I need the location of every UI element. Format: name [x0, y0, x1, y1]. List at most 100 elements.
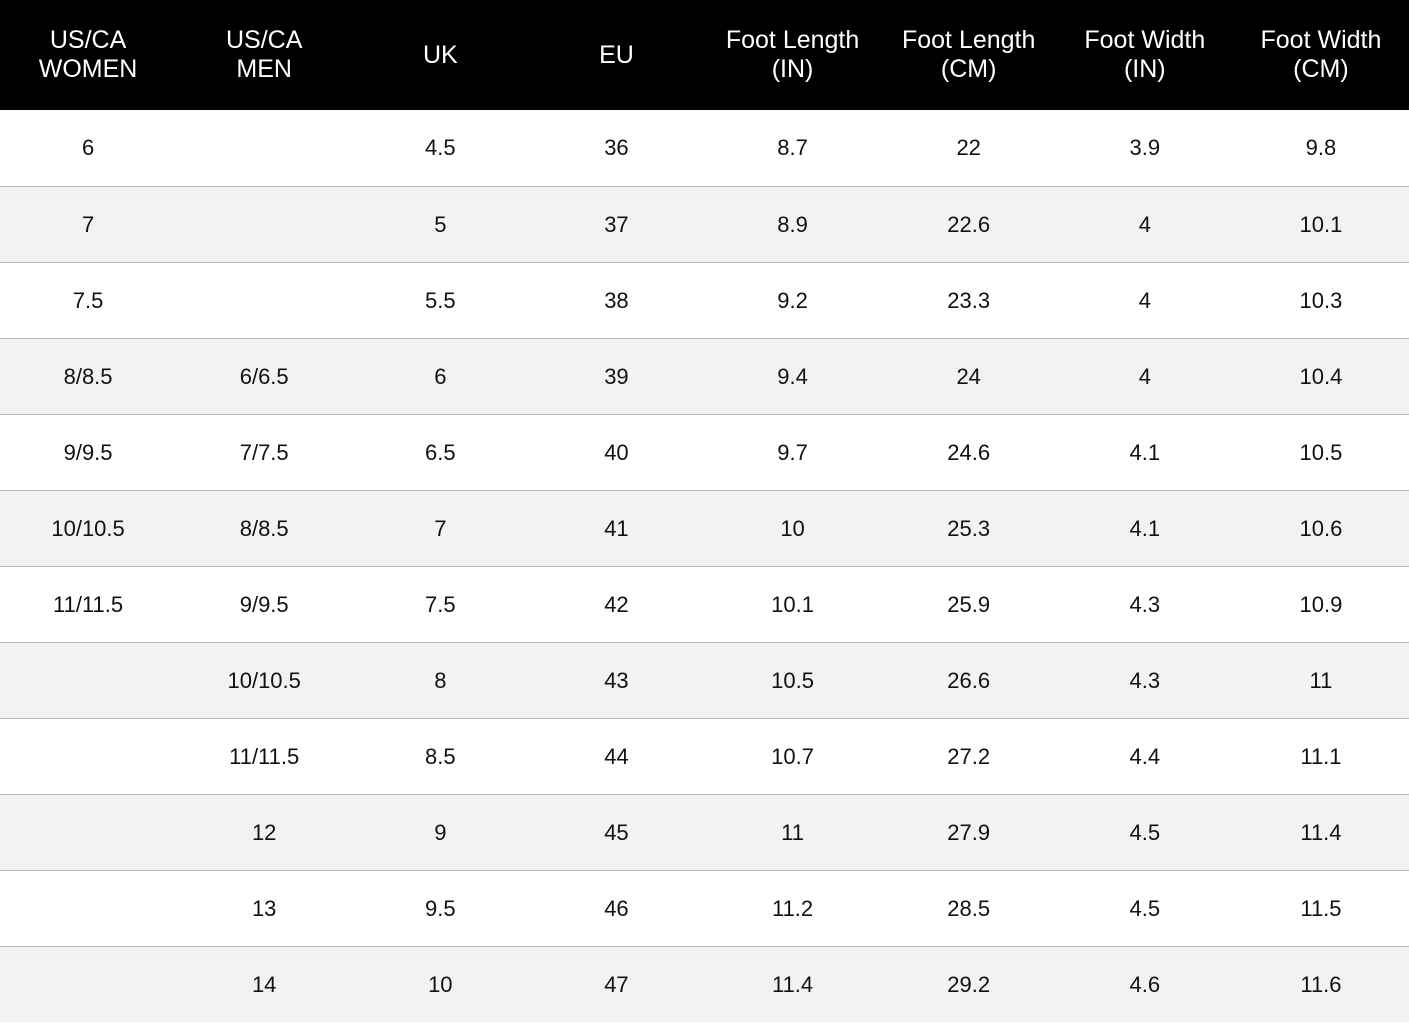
table-cell: 10.3: [1232, 262, 1409, 339]
table-row: 7.5 5.5 38 9.2 23.3 4 10.3: [0, 262, 1409, 339]
table-cell: 46: [528, 870, 705, 947]
header-cell: UK: [352, 0, 529, 110]
table-cell: 23.3: [880, 262, 1057, 339]
table-cell: 9.8: [1305, 135, 1337, 160]
table-cell: 7.5: [0, 262, 177, 339]
table-cell: [0, 946, 177, 1022]
table-cell: 43: [528, 642, 705, 719]
table-cell: [0, 642, 177, 719]
table-cell: 9.4: [704, 338, 881, 415]
table-cell: 24.6: [880, 414, 1057, 491]
table-cell: [0, 870, 177, 947]
table-body: 6 4.5 36 8.7 22 3.9 9.8 7 5 37 8.9 22.6 4 10.1 7.5 5.5 3…: [0, 110, 1409, 1022]
table-cell: 7: [0, 186, 177, 263]
table-row: 10/10.5 8/8.5 7 41 10 25.3 4.1 10.6: [0, 490, 1409, 567]
table-row: 9/9.5 7/7.5 6.5 40 9.7 24.6 4.1 10.5: [0, 414, 1409, 491]
header-text: MEN: [236, 55, 292, 83]
table-cell: 27.2: [880, 718, 1057, 795]
table-cell: 4.5: [1056, 870, 1233, 947]
header-text: Foot Width: [1084, 26, 1206, 54]
header-cell: US/CA MEN: [176, 0, 353, 110]
table-row: 11/11.5 9/9.5 7.5 42 10.1 25.9 4.3 10.9: [0, 566, 1409, 643]
table-cell: 28.5: [880, 870, 1057, 947]
table-cell: 36: [604, 135, 629, 160]
table-cell: [176, 186, 353, 263]
table-cell: 10: [352, 946, 529, 1022]
table-cell: [176, 262, 353, 339]
table-cell: 10.9: [1232, 566, 1409, 643]
table-cell: 10/10.5: [176, 642, 353, 719]
table-cell: 5.5: [352, 262, 529, 339]
table-cell: 27.9: [880, 794, 1057, 871]
table-cell: 38: [528, 262, 705, 339]
table-cell: 7: [352, 490, 529, 567]
header-cell: Foot Length (IN): [704, 0, 881, 110]
table-cell: 24: [880, 338, 1057, 415]
table-cell: 9.2: [704, 262, 881, 339]
table-cell: 4.1: [1056, 490, 1233, 567]
header-text: Foot Length: [725, 26, 860, 54]
table-cell: 10.6: [1232, 490, 1409, 567]
table-cell: 8: [352, 642, 529, 719]
table-row: 7 5 37 8.9 22.6 4 10.1: [0, 186, 1409, 263]
table-cell: 10.4: [1232, 338, 1409, 415]
table-cell: 9/9.5: [176, 566, 353, 643]
header-text: WOMEN: [38, 55, 138, 83]
table-cell: 10.7: [704, 718, 881, 795]
table-row: 14 10 47 11.4 29.2 4.6 11.6: [0, 946, 1409, 1022]
header-cell: Foot Width (IN): [1056, 0, 1233, 110]
table-row: 10/10.5 8 43 10.5 26.6 4.3 11: [0, 642, 1409, 719]
table-cell: 44: [528, 718, 705, 795]
table-cell: 4.3: [1056, 642, 1233, 719]
table-row: 11/11.5 8.5 44 10.7 27.2 4.4 11.1: [0, 718, 1409, 795]
table-cell: 4.3: [1056, 566, 1233, 643]
table-cell: 6: [81, 135, 95, 160]
table-cell: 11.4: [1232, 794, 1409, 871]
table-cell: 4.1: [1056, 414, 1233, 491]
table-cell: 4.5: [425, 135, 456, 160]
header-text: US/CA: [225, 26, 303, 54]
table-cell: 7/7.5: [176, 414, 353, 491]
table-row: 12 9 45 11 27.9 4.5 11.4: [0, 794, 1409, 871]
table-cell: 39: [528, 338, 705, 415]
table-cell: 10.1: [1232, 186, 1409, 263]
table-cell: [0, 794, 177, 871]
table-cell: 4.6: [1056, 946, 1233, 1022]
header-text: Foot Width: [1260, 26, 1382, 54]
table-cell: 37: [528, 186, 705, 263]
table-cell: 9/9.5: [0, 414, 177, 491]
table-cell: 6/6.5: [176, 338, 353, 415]
table-row: 6 4.5 36 8.7 22 3.9 9.8: [0, 110, 1409, 187]
table-cell: 11: [1232, 642, 1409, 719]
table-cell: 10: [704, 490, 881, 567]
table-cell: 8/8.5: [176, 490, 353, 567]
table-cell: 6.5: [352, 414, 529, 491]
header-cell: US/CA WOMEN: [0, 0, 177, 110]
table-cell: 13: [176, 870, 353, 947]
table-cell: 14: [176, 946, 353, 1022]
table-cell: 8.9: [704, 186, 881, 263]
table-cell: 22.6: [880, 186, 1057, 263]
table-cell: 11/11.5: [176, 718, 353, 795]
table-cell: 45: [528, 794, 705, 871]
table-cell: 4.4: [1056, 718, 1233, 795]
header-text: (CM): [940, 55, 997, 83]
table-cell: 11.2: [704, 870, 881, 947]
table-cell: 6: [352, 338, 529, 415]
header-text: UK: [422, 40, 458, 69]
table-cell: 47: [528, 946, 705, 1022]
table-cell: 11.1: [1232, 718, 1409, 795]
table-cell: 4: [1056, 338, 1233, 415]
table-cell: 40: [528, 414, 705, 491]
table-cell: 25.9: [880, 566, 1057, 643]
header-text: (IN): [771, 55, 814, 83]
table-row: 13 9.5 46 11.2 28.5 4.5 11.5: [0, 870, 1409, 947]
table-cell: 4: [1056, 262, 1233, 339]
table-cell: 25.3: [880, 490, 1057, 567]
header-text: EU: [599, 40, 634, 69]
table-cell: 10.5: [1232, 414, 1409, 491]
table-cell: 11.4: [704, 946, 881, 1022]
table-cell: 9.5: [352, 870, 529, 947]
